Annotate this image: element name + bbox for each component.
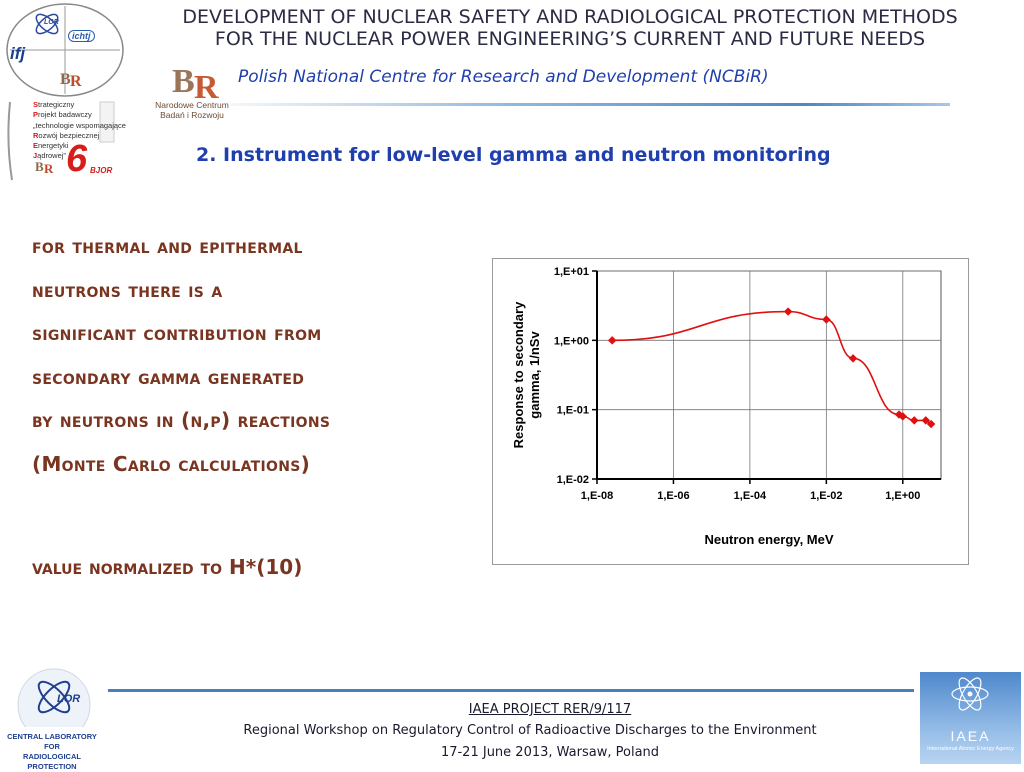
page-title-line-2: FOR THE NUCLEAR POWER ENGINEERING’S CURR… [214, 28, 926, 50]
iaea-emblem [951, 677, 989, 711]
acronym-line: Rozwój bezpiecznej [33, 130, 100, 140]
response-chart: 1,E-08 1,E-06 1,E-04 1,E-02 1,E+00 1,E+01 1,E+… [492, 258, 969, 565]
x-axis-label: Neutron energy, MeV [704, 532, 833, 547]
svg-text:B: B [35, 159, 44, 174]
data-point [822, 315, 831, 324]
y-axis-label-line-2: gamma, 1/nSv [527, 331, 542, 419]
clor-logo-mark: LOR [17, 668, 91, 742]
data-point [926, 419, 936, 429]
clor-badge-text: LOR [57, 693, 80, 705]
x-tick-label: 1,E-08 [581, 490, 613, 502]
project-logo-graphic [6, 3, 124, 181]
footer-project: IAEA PROJECT RER/9/117 [468, 702, 632, 717]
body-note: value normalized to H*(10) [32, 555, 303, 579]
ncbir-logo: B R Narodowe Centrum Badań i Rozwoju [150, 58, 240, 120]
footer-dates: 17-21 June 2013, Warsaw, Poland [440, 745, 660, 760]
page-title: DEVELOPMENT OF NUCLEAR SAFETY AND RADIOL… [130, 6, 1010, 50]
acronym-line: Strategiczny [33, 100, 75, 109]
iaea-label: IAEA [950, 728, 991, 744]
svg-text:B: B [172, 63, 195, 100]
y-axis-label-line-1: Response to secondary [511, 301, 526, 448]
svg-text:R: R [44, 161, 54, 176]
project-acronym-list: Strategiczny Projekt badawczy „technolog… [33, 100, 126, 162]
acronym-line: Energetyki [33, 141, 69, 151]
body-line: for thermal and epithermal [32, 234, 303, 258]
data-point [783, 307, 793, 316]
body-line: secondary gamma generated [32, 364, 305, 389]
y-tick-label: 1,E-02 [557, 474, 589, 486]
section-title: 2. Instrument for low-level gamma and ne… [196, 144, 831, 166]
svg-text:B: B [60, 71, 71, 88]
page-title-line-1: DEVELOPMENT OF NUCLEAR SAFETY AND RADIOL… [182, 6, 958, 28]
plot-area [596, 270, 942, 480]
series-line [612, 310, 932, 425]
x-tick-label: 1,E+00 [885, 490, 920, 502]
iaea-logo: IAEA International Atomic Energy Agency [920, 672, 1021, 764]
y-tick-label: 1,E+00 [554, 335, 589, 347]
svg-text:R: R [70, 73, 82, 90]
body-line: neutrons there is a [32, 277, 223, 302]
project-logo [2, 2, 128, 182]
x-tick-label: 1,E-02 [810, 490, 842, 502]
body-line: (Monte Carlo calculations) [32, 451, 311, 476]
x-tick-label: 1,E-04 [734, 490, 767, 502]
acronym-line: Jądrowej” [33, 151, 66, 161]
y-tick-label: 1,E+01 [554, 266, 589, 278]
ifj-badge: ifj [10, 44, 26, 63]
ichtj-badge: ichtj [68, 30, 95, 42]
footer-workshop: Regional Workshop on Regulatory Control … [243, 723, 817, 738]
lor-badge-small-text: LOR [44, 19, 59, 26]
ncbir-logo-caption: Narodowe Centrum Badań i Rozwoju [155, 100, 229, 120]
iaea-sub: International Atomic Energy Agency [927, 746, 1014, 752]
svg-text:R: R [194, 69, 219, 102]
clor-caption: CENTRAL LABORATORY FOR RADIOLOGICAL PROT… [7, 732, 97, 771]
data-point [910, 416, 919, 425]
lor-badge-small: LOR [32, 9, 62, 39]
y-tick-label: 1,E-01 [557, 405, 589, 417]
acronym-line: Projekt badawczy [33, 110, 92, 120]
x-tick-label: 1,E-06 [657, 490, 689, 502]
bjor-label: BJOR [90, 166, 113, 175]
footer-divider [108, 689, 914, 692]
ncbir-logo-mark: B R [172, 63, 219, 106]
body-line: significant contribution from [32, 321, 322, 345]
subtitle: Polish National Centre for Research and … [238, 67, 769, 87]
body-line: by neutrons in (n,p) reactions [32, 408, 331, 432]
body-paragraph: for thermal and epithermal neutrons ther… [32, 225, 482, 486]
data-point [848, 354, 858, 363]
data-point [607, 336, 617, 345]
bjor-number: 6 [66, 138, 88, 180]
header-divider [230, 103, 950, 106]
acronym-line: „technologie wspomagające [33, 120, 126, 130]
clor-logo: LOR CENTRAL LABORATORY FOR RADIOLOGICAL … [2, 667, 102, 772]
response-chart-svg: 1,E-08 1,E-06 1,E-04 1,E-02 1,E+00 1,E+01 1,E+… [511, 266, 942, 547]
